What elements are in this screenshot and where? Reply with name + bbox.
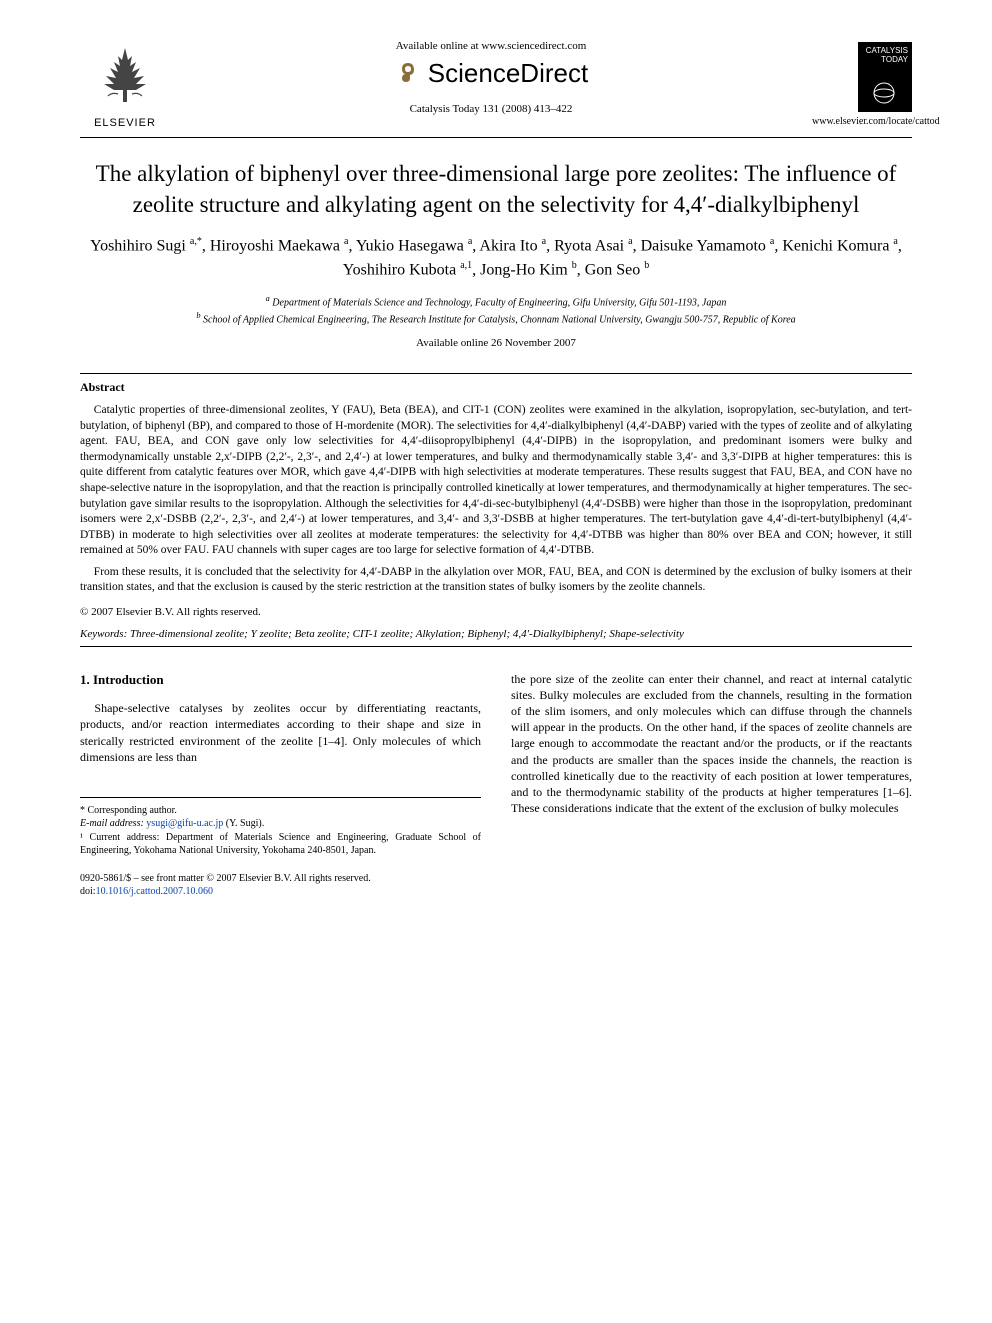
elsevier-label: ELSEVIER [80,117,170,129]
email-line: E-mail address: ysugi@gifu-u.ac.jp (Y. S… [80,817,481,831]
abstract-top-rule [80,373,912,374]
intro-right-text: the pore size of the zeolite can enter t… [511,671,912,817]
journal-cover-icon [862,78,906,108]
abstract-body: Catalytic properties of three-dimensiona… [80,403,912,595]
elsevier-logo: ELSEVIER [80,40,170,129]
affiliation-b: b School of Applied Chemical Engineering… [80,310,912,327]
corresponding-author: * Corresponding author. [80,804,481,818]
body-columns: 1. Introduction Shape-selective catalyse… [80,671,912,899]
available-online-text: Available online at www.sciencedirect.co… [190,40,792,52]
available-date: Available online 26 November 2007 [80,337,912,349]
intro-left-text: Shape-selective catalyses by zeolites oc… [80,700,481,765]
front-matter-line: 0920-5861/$ – see front matter © 2007 El… [80,872,481,886]
journal-cover: CATALYSIS TODAY [858,42,912,112]
abstract-paragraph: From these results, it is concluded that… [80,565,912,596]
header-rule [80,137,912,138]
elsevier-tree-icon [90,40,160,110]
email-label: E-mail address: [80,818,144,829]
email-link[interactable]: ysugi@gifu-u.ac.jp [146,818,223,829]
sciencedirect-text: ScienceDirect [428,58,588,89]
journal-reference: Catalysis Today 131 (2008) 413–422 [190,103,792,115]
header-center: Available online at www.sciencedirect.co… [170,40,812,115]
abstract-bottom-rule [80,646,912,647]
journal-cover-title: CATALYSIS TODAY [862,46,908,64]
abstract-paragraph: Catalytic properties of three-dimensiona… [80,403,912,558]
page-header: ELSEVIER Available online at www.science… [80,40,912,129]
journal-url: www.elsevier.com/locate/cattod [812,116,912,127]
affiliation-a: a Department of Materials Science and Te… [80,293,912,310]
paper-title: The alkylation of biphenyl over three-di… [80,158,912,220]
sciencedirect-icon [394,60,422,88]
keywords: Keywords: Three-dimensional zeolite; Y z… [80,628,912,640]
journal-cover-box: CATALYSIS TODAY www.elsevier.com/locate/… [812,40,912,127]
footnotes: * Corresponding author. E-mail address: … [80,797,481,858]
footer-left-block: 0920-5861/$ – see front matter © 2007 El… [80,872,481,899]
doi-link[interactable]: 10.1016/j.cattod.2007.10.060 [96,886,214,897]
left-column: 1. Introduction Shape-selective catalyse… [80,671,481,899]
keywords-text: Three-dimensional zeolite; Y zeolite; Be… [130,628,684,640]
doi-line: doi:10.1016/j.cattod.2007.10.060 [80,885,481,899]
keywords-label: Keywords: [80,628,127,640]
sciencedirect-logo: ScienceDirect [190,58,792,89]
author-list: Yoshihiro Sugi a,*, Hiroyoshi Maekawa a,… [80,234,912,283]
footnote-1: ¹ Current address: Department of Materia… [80,831,481,858]
abstract-copyright: © 2007 Elsevier B.V. All rights reserved… [80,606,912,618]
right-column: the pore size of the zeolite can enter t… [511,671,912,899]
intro-heading: 1. Introduction [80,671,481,689]
email-attribution: (Y. Sugi). [226,818,264,829]
abstract-heading: Abstract [80,380,912,395]
affiliations: a Department of Materials Science and Te… [80,293,912,328]
